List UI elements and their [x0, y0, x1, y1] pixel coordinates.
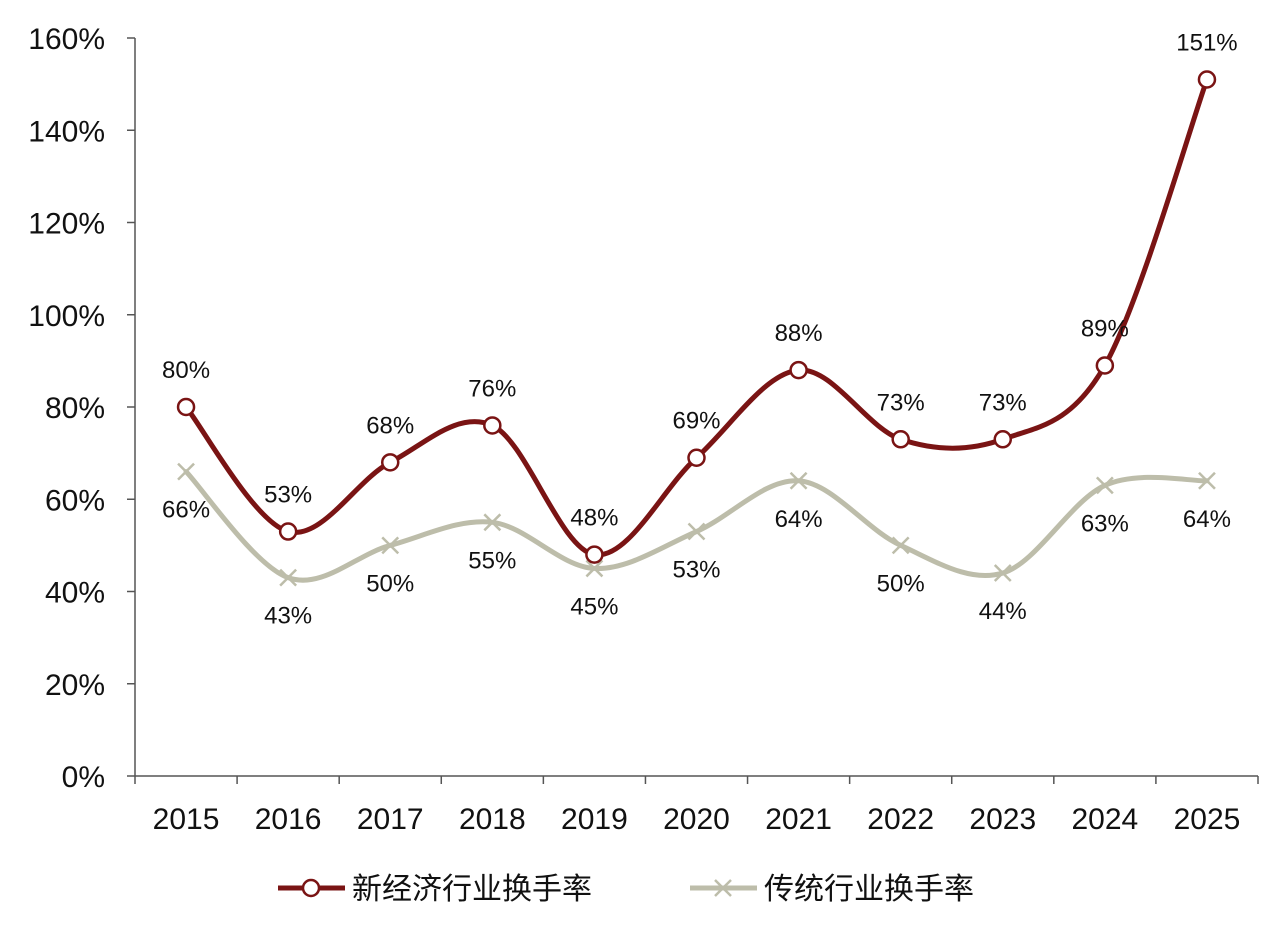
traditional-point	[687, 522, 706, 541]
traditional-data-label: 50%	[877, 570, 925, 597]
traditional-data-label: 66%	[162, 497, 210, 524]
x-tick-label: 2025	[1174, 803, 1241, 836]
new-economy-data-label: 73%	[979, 389, 1027, 416]
new-economy-data-label: 53%	[264, 482, 312, 509]
x-tick-label: 2021	[765, 803, 832, 836]
new-economy-data-label: 48%	[570, 505, 618, 532]
new-economy-point	[1095, 356, 1115, 375]
x-tick-label: 2015	[153, 803, 220, 836]
x-tick-label: 2024	[1071, 803, 1138, 836]
x-tick-label: 2018	[459, 803, 526, 836]
y-tick-label: 20%	[45, 669, 105, 702]
x-tick-label: 2022	[867, 803, 934, 836]
y-tick-label: 0%	[62, 761, 105, 794]
legend-item-traditional: 传统行业换手率	[690, 873, 974, 906]
new-economy-point	[380, 453, 400, 472]
new-economy-data-label: 88%	[775, 320, 823, 347]
traditional-point	[1095, 476, 1114, 495]
new-economy-point	[891, 430, 910, 449]
legend-circle-marker	[301, 878, 321, 898]
new-economy-series-line	[183, 77, 1210, 558]
traditional-point	[381, 536, 400, 555]
traditional-data-label: 64%	[775, 506, 823, 533]
x-tick-label: 2020	[663, 803, 730, 836]
legend-item-new-economy: 新经济行业换手率	[278, 873, 592, 906]
new-economy-point	[993, 430, 1013, 449]
y-tick-label: 120%	[28, 208, 105, 241]
traditional-point	[1198, 471, 1216, 490]
new-economy-point	[1197, 70, 1217, 89]
traditional-data-label: 43%	[264, 603, 312, 630]
y-tick-label: 100%	[28, 300, 105, 333]
traditional-data-label: 45%	[570, 593, 618, 620]
x-tick-label: 2017	[357, 803, 424, 836]
traditional-point	[177, 462, 195, 481]
traditional-data-label: 63%	[1081, 510, 1129, 537]
legend-x-marker	[714, 879, 732, 897]
series-lines	[183, 77, 1210, 583]
traditional-point	[585, 559, 604, 578]
new-economy-point	[789, 360, 808, 380]
new-economy-point	[483, 416, 502, 435]
new-economy-data-label: 80%	[162, 357, 210, 384]
legend-label-traditional: 传统行业换手率	[764, 873, 974, 906]
y-tick-label: 160%	[28, 23, 105, 56]
y-tick-label: 40%	[45, 577, 105, 610]
traditional-point	[279, 568, 298, 587]
new-economy-data-label: 73%	[877, 389, 925, 416]
new-economy-data-label: 151%	[1176, 30, 1237, 57]
traditional-data-label: 44%	[979, 598, 1027, 625]
new-economy-point	[585, 545, 604, 564]
new-economy-data-label: 89%	[1081, 315, 1129, 342]
traditional-data-label: 64%	[1183, 506, 1231, 533]
new-economy-data-label: 76%	[468, 375, 516, 402]
x-tick-label: 2016	[255, 803, 322, 836]
data-labels: 80% 53% 68% 76% 48% 69% 88% 73% 73% 89% 151% 66% 43%…	[162, 30, 1238, 630]
axes: 0% 20% 40% 60% 80% 100% 120% 140% 160% 2015 2016 20…	[28, 23, 1259, 836]
new-economy-point	[687, 448, 706, 467]
legend-label-new-economy: 新经济行业换手率	[352, 873, 592, 906]
traditional-data-label: 55%	[468, 547, 516, 574]
legend: 新经济行业换手率 传统行业换手率	[278, 873, 974, 906]
traditional-point	[993, 564, 1012, 582]
traditional-point	[891, 536, 910, 555]
traditional-point	[483, 513, 502, 532]
series-markers	[176, 70, 1217, 587]
traditional-point	[789, 471, 808, 490]
new-economy-point	[278, 522, 298, 541]
traditional-data-label: 53%	[672, 557, 720, 584]
y-tick-label: 140%	[28, 115, 105, 148]
x-tick-label: 2019	[561, 803, 628, 836]
y-tick-label: 60%	[45, 484, 105, 517]
new-economy-data-label: 69%	[672, 408, 720, 435]
y-tick-label: 80%	[45, 392, 105, 425]
new-economy-point	[176, 397, 196, 417]
traditional-data-label: 50%	[366, 570, 414, 597]
x-tick-label: 2023	[969, 803, 1036, 836]
new-economy-data-label: 68%	[366, 412, 414, 439]
